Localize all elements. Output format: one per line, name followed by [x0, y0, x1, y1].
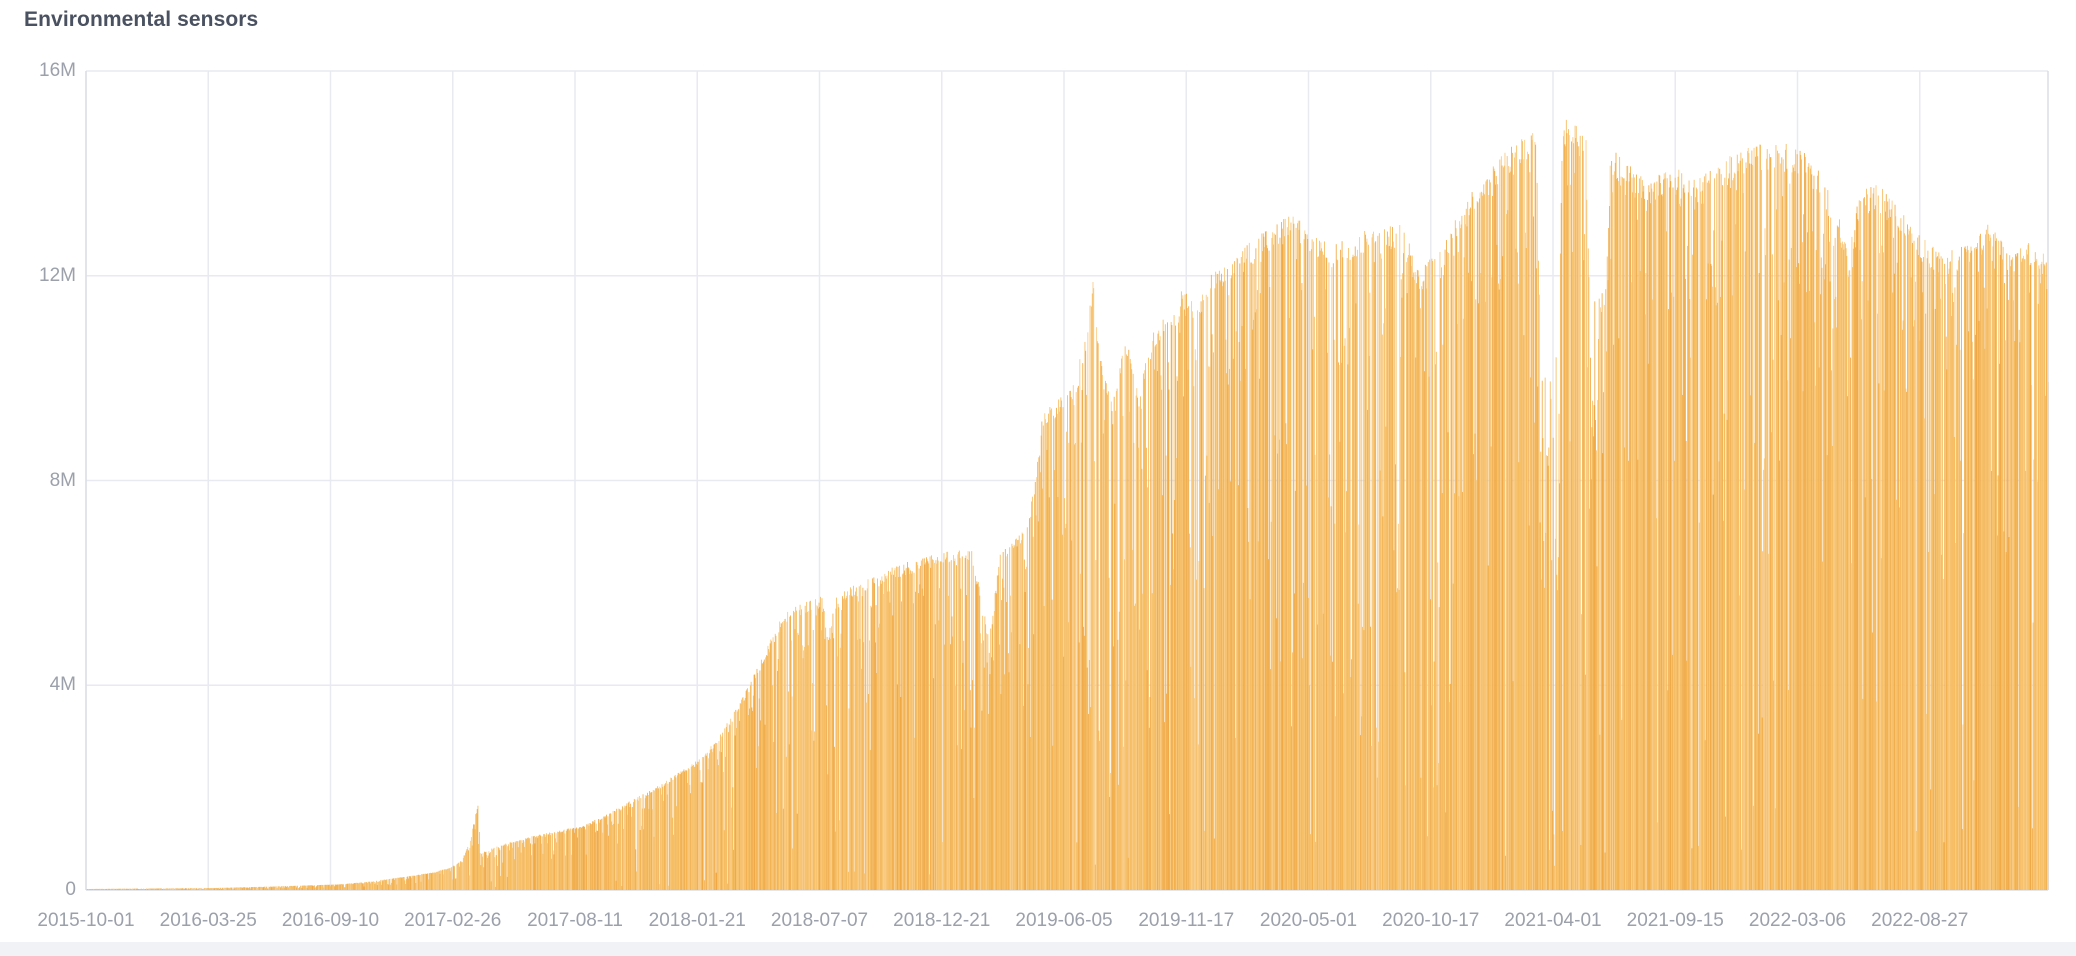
x-tick-label: 2020-10-17 — [1382, 910, 1480, 931]
x-tick-label: 2018-12-21 — [893, 910, 991, 931]
y-tick-label: 12M — [39, 264, 76, 286]
x-tick-label: 2021-04-01 — [1504, 910, 1602, 931]
x-tick-label: 2019-11-17 — [1138, 910, 1235, 931]
x-tick-label: 2019-06-05 — [1015, 910, 1113, 931]
x-tick-label: 2021-09-15 — [1626, 910, 1724, 931]
x-tick-label: 2022-03-06 — [1748, 910, 1847, 931]
x-tick-label: 2018-01-21 — [648, 910, 746, 931]
y-tick-label: 8M — [49, 469, 76, 491]
x-tick-label: 2015-10-01 — [37, 910, 135, 931]
x-tick-label: 2017-02-26 — [404, 910, 502, 931]
y-tick-label: 4M — [49, 674, 76, 696]
x-tick-label: 2018-07-07 — [770, 910, 869, 931]
y-tick-label: 0 — [65, 879, 76, 900]
x-tick-label: 2016-09-10 — [281, 910, 380, 931]
x-tick-label: 2016-03-25 — [159, 910, 257, 931]
x-tick-label: 2022-08-27 — [1871, 910, 1969, 931]
panel-title: Environmental sensors — [24, 8, 259, 31]
x-tick-label: 2017-08-11 — [527, 910, 623, 931]
bars-series — [86, 119, 2049, 891]
x-tick-label: 2020-05-01 — [1259, 910, 1358, 931]
y-tick-label: 16M — [39, 60, 76, 81]
axis-lines — [85, 71, 2049, 890]
page-bottom-strip — [0, 942, 2076, 956]
